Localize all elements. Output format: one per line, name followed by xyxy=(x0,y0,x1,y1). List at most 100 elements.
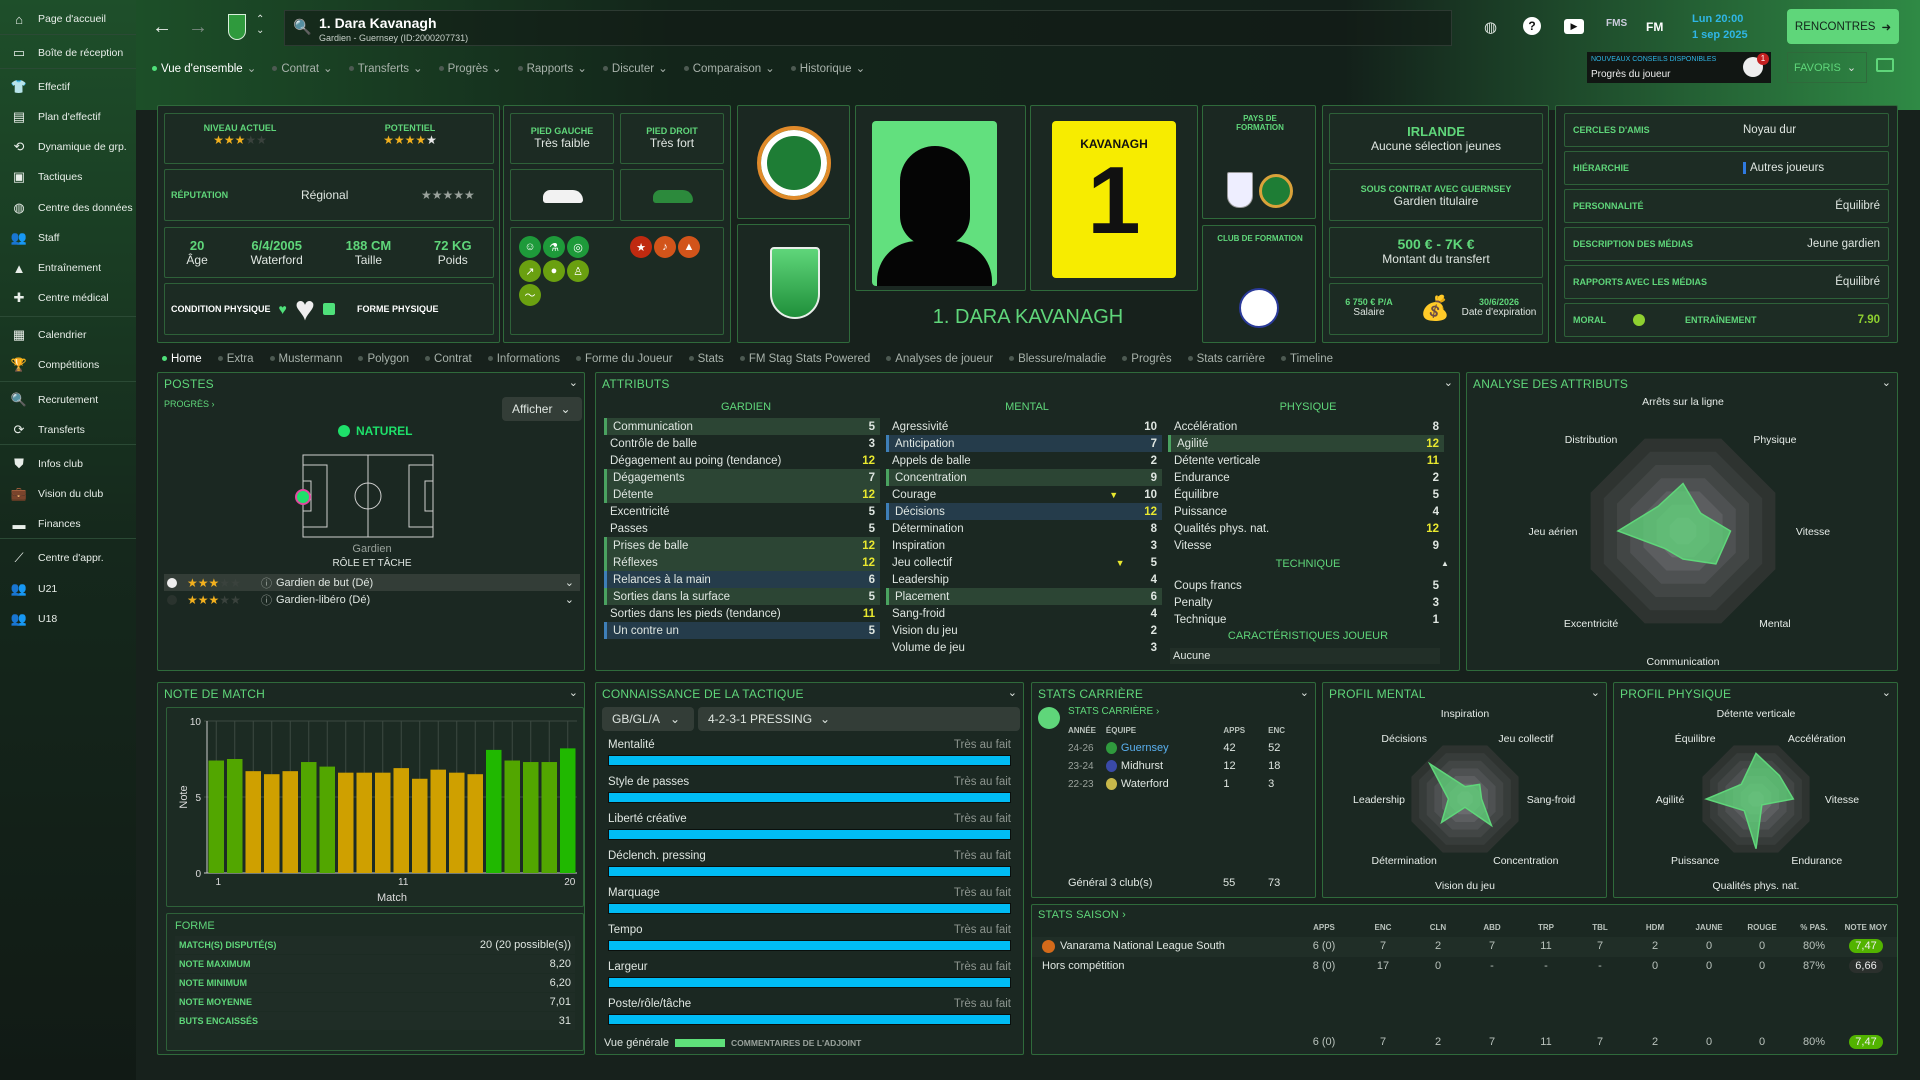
sidebar-item-u21[interactable]: 👥 U21 xyxy=(0,576,136,602)
attribute-row[interactable]: Dégagement au poing (tendance) 12 xyxy=(604,452,880,469)
tab-11[interactable]: Progrès xyxy=(1122,353,1172,365)
attribute-row[interactable]: Volume de jeu 3 xyxy=(886,639,1162,656)
tab-12[interactable]: Stats carrière xyxy=(1187,353,1265,365)
fm-icon[interactable]: FM xyxy=(1646,20,1664,34)
attribute-row[interactable]: Décisions 12 xyxy=(886,503,1162,520)
search-icon[interactable]: 🔍 xyxy=(293,19,312,36)
tab-10[interactable]: Blessure/maladie xyxy=(1009,353,1106,365)
matches-button[interactable]: RENCONTRES ➜ xyxy=(1787,9,1899,44)
sidebar-item-dynamique-de-grp-[interactable]: ⟲ Dynamique de grp. xyxy=(0,134,136,160)
nav-2[interactable]: Transferts ⌄ xyxy=(348,63,423,75)
tab-5[interactable]: Informations xyxy=(487,353,560,365)
career-row[interactable]: 22-23 Waterford 1 3 xyxy=(1068,775,1308,793)
tab-7[interactable]: Stats xyxy=(688,353,724,365)
sidebar-item-centre-d-appr-[interactable]: ⟋ Centre d'appr. xyxy=(0,545,136,571)
nav-5[interactable]: Discuter ⌄ xyxy=(602,63,668,75)
chevron-down-icon[interactable]: ⌄ xyxy=(1299,687,1309,699)
chevron-down-icon[interactable]: ⌄ xyxy=(1007,687,1017,699)
attribute-row[interactable]: Qualités phys. nat. 12 xyxy=(1168,520,1444,537)
favorites-dropdown[interactable]: FAVORIS ⌄ xyxy=(1787,52,1867,83)
sidebar-item-bo-te-de-r-ception[interactable]: ▭ Boîte de réception xyxy=(0,40,136,66)
attribute-row[interactable]: Technique 1 xyxy=(1168,611,1444,628)
sidebar-item-transferts[interactable]: ⟳ Transferts xyxy=(0,417,136,443)
player-cycle-arrows-icon[interactable]: ⌃ ⌄ xyxy=(256,14,265,36)
attribute-row[interactable]: Contrôle de balle 3 xyxy=(604,435,880,452)
attribute-row[interactable]: Vitesse 9 xyxy=(1168,537,1444,554)
tab-0[interactable]: Home xyxy=(162,353,202,365)
attribute-row[interactable]: Accélération 8 xyxy=(1168,418,1444,435)
role-row[interactable]: ★★★★★ ⓘ Gardien de but (Dé) ⌄ xyxy=(164,574,580,591)
attribute-row[interactable]: Vision du jeu 2 xyxy=(886,622,1162,639)
sidebar-item-entra-nement[interactable]: ▲ Entraînement xyxy=(0,255,136,281)
fms-icon[interactable]: FMS xyxy=(1606,18,1628,29)
attribute-row[interactable]: Puissance 4 xyxy=(1168,503,1444,520)
show-dropdown[interactable]: Afficher ⌄ xyxy=(502,397,582,421)
tab-4[interactable]: Contrat xyxy=(425,353,472,365)
attribute-row[interactable]: Dégagements 7 xyxy=(604,469,880,486)
radio-button[interactable] xyxy=(167,577,177,588)
attribute-row[interactable]: Placement 6 xyxy=(886,588,1162,605)
sidebar-item-comp-titions[interactable]: 🏆 Compétitions xyxy=(0,352,136,378)
nav-6[interactable]: Comparaison ⌄ xyxy=(683,63,775,75)
nav-4[interactable]: Rapports ⌄ xyxy=(517,63,587,75)
progress-link[interactable]: PROGRÈS › xyxy=(164,399,215,409)
nav-1[interactable]: Contrat ⌄ xyxy=(272,63,333,75)
attribute-row[interactable]: Communication 5 xyxy=(604,418,880,435)
club-badge-icon[interactable] xyxy=(228,14,246,40)
attribute-row[interactable]: Sorties dans les pieds (tendance) 11 xyxy=(604,605,880,622)
nav-3[interactable]: Progrès ⌄ xyxy=(438,63,502,75)
attribute-row[interactable]: Sorties dans la surface 5 xyxy=(604,588,880,605)
attribute-row[interactable]: Coups francs 5 xyxy=(1168,577,1444,594)
attribute-row[interactable]: Détermination 8 xyxy=(886,520,1162,537)
career-link[interactable]: STATS CARRIÈRE › xyxy=(1068,706,1160,717)
tab-1[interactable]: Extra xyxy=(217,353,254,365)
attribute-row[interactable]: Équilibre 5 xyxy=(1168,486,1444,503)
attribute-row[interactable]: Jeu collectif ▼ 5 xyxy=(886,554,1162,571)
attribute-row[interactable]: Endurance 2 xyxy=(1168,469,1444,486)
attribute-row[interactable]: Excentricité 5 xyxy=(604,503,880,520)
sidebar-item-centre-m-dical[interactable]: ✚ Centre médical xyxy=(0,285,136,311)
advice-notification[interactable]: NOUVEAUX CONSEILS DISPONIBLES Progrès du… xyxy=(1587,52,1771,83)
attribute-row[interactable]: Leadership 4 xyxy=(886,571,1162,588)
sidebar-item-page-d-accueil[interactable]: ⌂ Page d'accueil xyxy=(0,6,136,32)
season-row[interactable]: Vanarama National League South 6 (0) 7 2 7 11… xyxy=(1032,937,1897,957)
season-row[interactable]: 6 (0) 7 2 7 11 7 2 0 0 80% 7,47 xyxy=(1032,1033,1897,1053)
attribute-row[interactable]: Anticipation 7 xyxy=(886,435,1162,452)
attribute-row[interactable]: Relances à la main 6 xyxy=(604,571,880,588)
attribute-row[interactable]: Un contre un 5 xyxy=(604,622,880,639)
video-icon[interactable]: ▶ xyxy=(1564,19,1584,34)
tab-9[interactable]: Analyses de joueur xyxy=(886,353,993,365)
attribute-row[interactable]: Prises de balle 12 xyxy=(604,537,880,554)
chevron-down-icon[interactable]: ⌄ xyxy=(564,577,574,589)
attribute-row[interactable]: Agressivité 10 xyxy=(886,418,1162,435)
attribute-row[interactable]: Passes 5 xyxy=(604,520,880,537)
sidebar-item-tactiques[interactable]: ▣ Tactiques xyxy=(0,164,136,190)
attribute-row[interactable]: Concentration 9 xyxy=(886,469,1162,486)
sidebar-item-centre-des-donn-es[interactable]: ◍ Centre des données xyxy=(0,195,136,221)
collapse-icon[interactable]: ▲ xyxy=(1441,559,1449,568)
season-row[interactable]: Hors compétition 8 (0) 17 0 - - - 0 0 0 87% 6,66 xyxy=(1032,957,1897,977)
sidebar-item-u18[interactable]: 👥 U18 xyxy=(0,606,136,632)
attribute-row[interactable]: Appels de balle 2 xyxy=(886,452,1162,469)
tactic-dropdown[interactable]: 4-2-3-1 PRESSING ⌄ xyxy=(698,707,1020,731)
sidebar-item-infos-club[interactable]: ⛊ Infos club xyxy=(0,451,136,477)
info-icon[interactable]: ⓘ xyxy=(261,594,272,607)
world-icon[interactable]: ◍ xyxy=(1484,19,1498,36)
tab-8[interactable]: FM Stag Stats Powered xyxy=(739,353,870,365)
back-button[interactable]: ← xyxy=(152,16,172,38)
monitor-icon[interactable] xyxy=(1876,58,1894,72)
chevron-down-icon[interactable]: ⌄ xyxy=(568,377,578,389)
role-row[interactable]: ★★★★★ ⓘ Gardien-libéro (Dé) ⌄ xyxy=(164,591,580,608)
chevron-down-icon[interactable]: ⌄ xyxy=(1590,687,1600,699)
sidebar-item-staff[interactable]: 👥 Staff xyxy=(0,225,136,251)
assistant-comments-link[interactable]: COMMENTAIRES DE L'ADJOINT xyxy=(731,1038,862,1048)
tab-6[interactable]: Forme du Joueur xyxy=(576,353,673,365)
help-icon[interactable]: ? xyxy=(1523,17,1541,35)
career-row[interactable]: 23-24 Midhurst 12 18 xyxy=(1068,757,1308,775)
attribute-row[interactable]: Courage ▼ 10 xyxy=(886,486,1162,503)
tab-2[interactable]: Mustermann xyxy=(269,353,342,365)
tab-3[interactable]: Polygon xyxy=(358,353,409,365)
radio-button[interactable] xyxy=(167,594,177,605)
sidebar-item-effectif[interactable]: 👕 Effectif xyxy=(0,74,136,100)
team-name[interactable]: Guernsey xyxy=(1120,741,1169,754)
